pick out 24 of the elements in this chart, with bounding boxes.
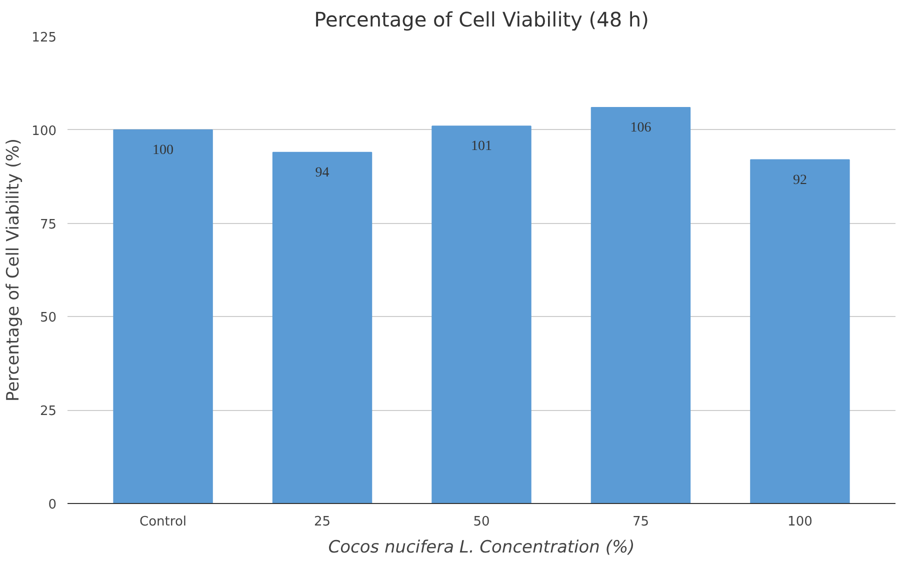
x-tick-label: 75	[632, 514, 650, 530]
bar	[432, 126, 532, 504]
chart-title: Percentage of Cell Viability (48 h)	[314, 8, 649, 32]
bar	[750, 159, 850, 504]
data-label: 94	[315, 165, 330, 180]
bar	[113, 129, 213, 504]
y-tick-label: 100	[32, 124, 57, 139]
y-tick-label: 50	[40, 310, 57, 326]
y-tick-label: 25	[40, 404, 57, 420]
x-tick-label: 100	[788, 514, 812, 530]
data-label: 100	[152, 142, 174, 158]
data-label: 101	[471, 139, 492, 154]
y-tick-label: 125	[32, 30, 57, 46]
x-tick-label: Control	[140, 514, 187, 530]
data-label: 92	[792, 172, 807, 188]
y-tick-label: 0	[48, 498, 57, 512]
bar	[272, 152, 372, 504]
data-label: 106	[630, 120, 652, 136]
bar	[590, 106, 691, 504]
x-tick-label: 25	[314, 514, 331, 530]
x-axis-title: Cocos nucifera L. Concentration (%)	[328, 538, 635, 558]
y-axis-title: Percentage of Cell Viability (%)	[4, 138, 24, 402]
x-tick-label: 50	[473, 514, 490, 530]
y-tick-label: 75	[40, 217, 57, 232]
